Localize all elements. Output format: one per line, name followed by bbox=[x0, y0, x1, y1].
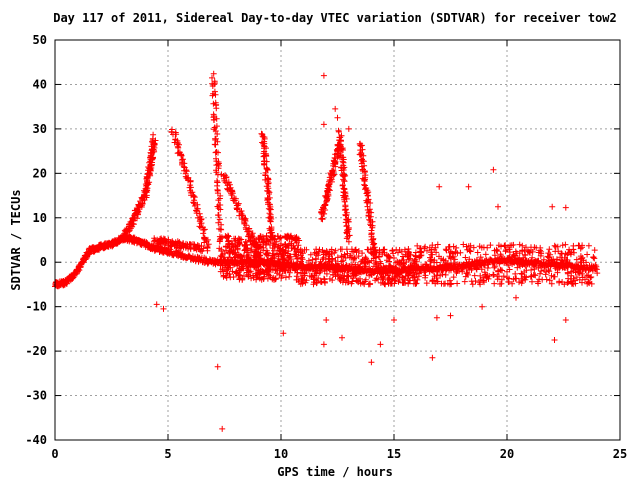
axis-tick-labels: 0 5 10 15 20 25 -40 -30 -20 -10 0 10 20 30 40 50 bbox=[25, 33, 627, 461]
chart-title: Day 117 of 2011, Sidereal Day-to-day VTE… bbox=[53, 11, 617, 25]
y-tick-label: -20 bbox=[25, 344, 47, 358]
data-point-markers bbox=[52, 70, 601, 432]
y-tick-label: 20 bbox=[33, 166, 47, 180]
y-tick-label: 40 bbox=[33, 77, 47, 91]
y-tick-label: -30 bbox=[25, 389, 47, 403]
x-tick-label: 5 bbox=[164, 447, 171, 461]
y-tick-label: 0 bbox=[40, 255, 47, 269]
y-tick-label: 50 bbox=[33, 33, 47, 47]
y-tick-label: 30 bbox=[33, 122, 47, 136]
x-tick-label: 20 bbox=[500, 447, 514, 461]
y-tick-label: 10 bbox=[33, 211, 47, 225]
x-axis-label: GPS time / hours bbox=[277, 465, 393, 479]
x-tick-label: 0 bbox=[51, 447, 58, 461]
y-tick-label: -10 bbox=[25, 300, 47, 314]
x-tick-label: 25 bbox=[613, 447, 627, 461]
axis-ticks bbox=[54, 39, 621, 441]
data-points bbox=[52, 70, 601, 432]
x-tick-label: 10 bbox=[274, 447, 288, 461]
plot-area-frame bbox=[54, 39, 621, 441]
y-tick-label: -40 bbox=[25, 433, 47, 447]
y-axis-label: SDTVAR / TECUs bbox=[9, 189, 23, 290]
x-tick-label: 15 bbox=[387, 447, 401, 461]
